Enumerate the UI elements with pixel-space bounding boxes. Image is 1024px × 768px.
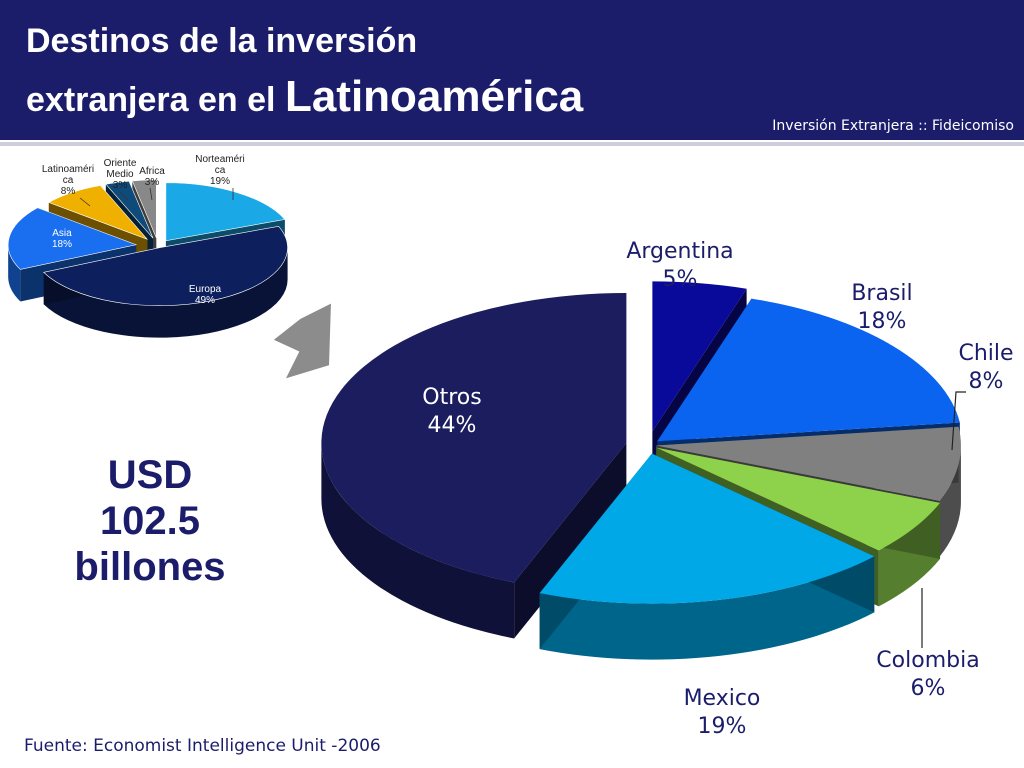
pie-slice-mexico [539, 453, 875, 604]
big-pie-label-line: 8% [969, 369, 1004, 394]
pie-slice-brasil [657, 298, 960, 442]
total-currency: USD [107, 453, 193, 497]
pie-slice-africa [131, 179, 157, 238]
big-pie-label-line: Otros [422, 385, 481, 410]
small-pie-label-line: 19% [210, 176, 230, 187]
pie-slice-wall [539, 556, 875, 660]
pie-slice-asia [7, 207, 138, 270]
small-pie-label: Europa 49% [189, 284, 222, 306]
pie-slice-otros [321, 292, 627, 583]
pie-slice-side [321, 442, 627, 639]
pie-slice-norteam-ri-ca [165, 182, 286, 242]
small-pie-label-line: 3% [113, 180, 128, 191]
title-prefix: extranjera en el [26, 81, 276, 119]
header-subtitle: Inversión Extranjera :: Fideicomiso [772, 118, 1014, 134]
small-pie-label-line: Medio [106, 169, 134, 180]
header-divider [0, 142, 1024, 146]
small-pie-label: Latinoaméri ca 8% [42, 164, 94, 197]
small-pie-label-line: 18% [52, 239, 72, 250]
page-title-line1: Destinos de la inversión [26, 22, 418, 60]
pie-slice-wall [43, 247, 288, 338]
leader-line [119, 191, 129, 201]
small-pie-label: Norteaméri ca 19% [195, 154, 244, 187]
pie-slice-latinoam-ri-ca [48, 185, 148, 240]
big-pie-label: Argentina 5% [626, 239, 733, 292]
big-pie-label-line: 18% [858, 309, 907, 334]
pie-slice-wall [321, 442, 515, 639]
title-emphasis: Latinoamérica [284, 72, 584, 121]
small-pie-label: Africa 3% [139, 166, 165, 188]
pie-slice-wall [8, 244, 21, 302]
pie-slice-colombia [656, 447, 941, 551]
total-unit: billones [74, 545, 226, 589]
latam-pie-chart: Argentina 5% Brasil 18% Chile 8% Colombia 6% Mex… [321, 239, 1014, 739]
arrow-shape [270, 300, 334, 382]
leader-line-chile [951, 391, 966, 451]
big-pie-label: Mexico 19% [684, 686, 761, 739]
leader-line [149, 187, 153, 201]
big-pie-label-line: Argentina [626, 239, 733, 264]
small-pie-label-line: Oriente [104, 158, 137, 169]
total-amount: 102.5 [99, 499, 201, 543]
pie-slice-wall [939, 445, 961, 557]
big-pie-label: Otros 44% [422, 385, 481, 438]
big-pie-label-line: 5% [663, 267, 698, 292]
big-pie-label-line: Brasil [851, 281, 912, 306]
small-pie-label-line: Latinoaméri [42, 164, 94, 175]
pie-slice-oriente-medio [105, 180, 154, 239]
big-pie-label: Colombia 6% [876, 648, 979, 701]
source-note: Fuente: Economist Intelligence Unit -200… [24, 736, 381, 756]
small-pie-label: Oriente Medio 3% [104, 158, 137, 191]
small-pie-label: Asia 18% [52, 228, 72, 250]
pie-slice-chile [655, 426, 961, 501]
small-pie-label-line: 3% [145, 177, 160, 188]
small-pie-label-line: 8% [61, 186, 76, 197]
small-pie-label-line: Asia [52, 228, 72, 239]
big-pie-label-line: 6% [911, 676, 946, 701]
big-pie-label-line: 19% [698, 714, 747, 739]
small-pie-label-line: Africa [139, 166, 165, 177]
big-pie-label-line: 44% [428, 413, 477, 438]
small-pie-label-line: Europa [189, 284, 222, 295]
big-pie-label: Chile 8% [958, 341, 1013, 394]
small-pie-label-line: Norteaméri [195, 154, 244, 165]
big-pie-label: Brasil 18% [851, 281, 912, 334]
small-pie-label-line: 49% [195, 295, 215, 306]
leader-line [79, 197, 91, 207]
world-pie-chart: Norteaméri ca 19%Europa 49%Asia 18%Latinoamé… [7, 154, 288, 338]
big-pie-label-line: Chile [958, 341, 1013, 366]
pie-slice-edge [514, 442, 627, 639]
arrow-icon [270, 300, 334, 382]
header-bar [0, 0, 1024, 140]
page-title-line2: extranjera en el Latinoamérica [26, 72, 583, 122]
total-investment: USD 102.5 billones [40, 452, 260, 590]
small-pie-label-line: ca [63, 175, 74, 186]
pie-slice-europa [43, 225, 288, 306]
pie-slice-argentina [652, 281, 747, 432]
big-pie-label-line: Mexico [684, 686, 761, 711]
big-pie-label-line: Colombia [876, 648, 979, 673]
small-pie-label-line: ca [215, 165, 226, 176]
